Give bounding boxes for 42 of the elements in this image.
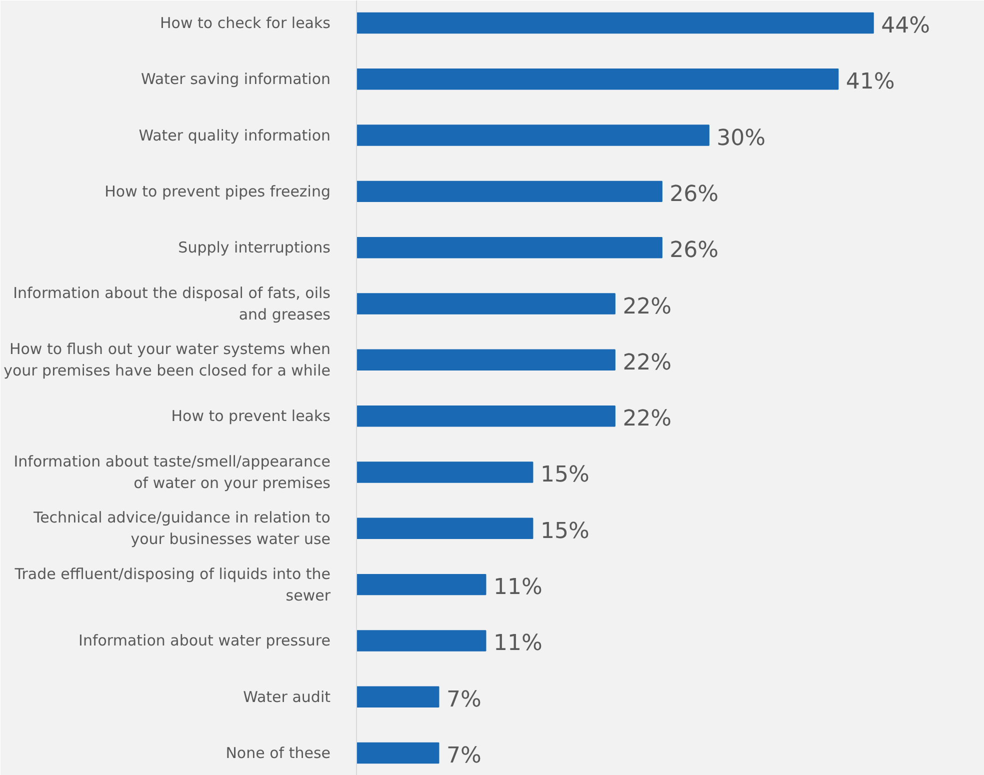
bar — [356, 518, 534, 540]
data-label: 26% — [670, 182, 719, 207]
bar — [356, 349, 616, 371]
data-label: 26% — [670, 238, 719, 264]
bar — [356, 686, 440, 708]
bar — [356, 12, 874, 34]
bar — [356, 574, 486, 596]
bar — [356, 180, 662, 202]
bar — [356, 630, 486, 652]
bar — [356, 742, 440, 764]
data-label: 7% — [446, 744, 482, 769]
data-label: 44% — [881, 13, 930, 38]
data-label: 22% — [622, 350, 672, 376]
y-tick-label: Information about taste/smell/appearance of water on your premises — [14, 452, 331, 492]
y-tick-label: Water quality information — [138, 126, 331, 144]
data-label: 11% — [493, 575, 542, 600]
bar — [356, 293, 616, 314]
y-tick-label: Water saving information — [140, 70, 330, 88]
y-tick-label: How to flush out your water systems when your premises have been closed for a while — [4, 340, 331, 380]
bar — [356, 405, 616, 427]
data-label: 15% — [540, 462, 590, 488]
bar — [356, 68, 839, 90]
y-tick-label: Trade effluent/disposing of liquids into the sewer — [14, 564, 332, 604]
y-tick-label: How to prevent pipes freezing — [104, 182, 331, 200]
y-tick-label: Information about the disposal of fats, oils and greases — [13, 284, 331, 324]
bar — [356, 236, 662, 258]
y-tick-label: How to prevent leaks — [171, 407, 331, 426]
y-tick-label: Information about water pressure — [78, 632, 331, 650]
data-label: 41% — [846, 70, 895, 95]
bar — [356, 462, 534, 483]
data-label: 15% — [540, 518, 590, 544]
data-label: 30% — [716, 126, 766, 151]
data-label: 22% — [622, 406, 672, 432]
bar — [356, 124, 710, 146]
data-label: 22% — [622, 294, 672, 320]
data-label: 11% — [493, 631, 542, 656]
y-tick-label: Water audit — [243, 688, 331, 706]
y-tick-label: How to check for leaks — [160, 14, 331, 32]
data-label: 7% — [446, 687, 482, 712]
y-tick-label: Supply interruptions — [178, 238, 331, 257]
y-tick-label: Technical advice/guidance in relation to your businesses water use — [32, 508, 331, 548]
y-tick-label: None of these — [226, 744, 331, 762]
